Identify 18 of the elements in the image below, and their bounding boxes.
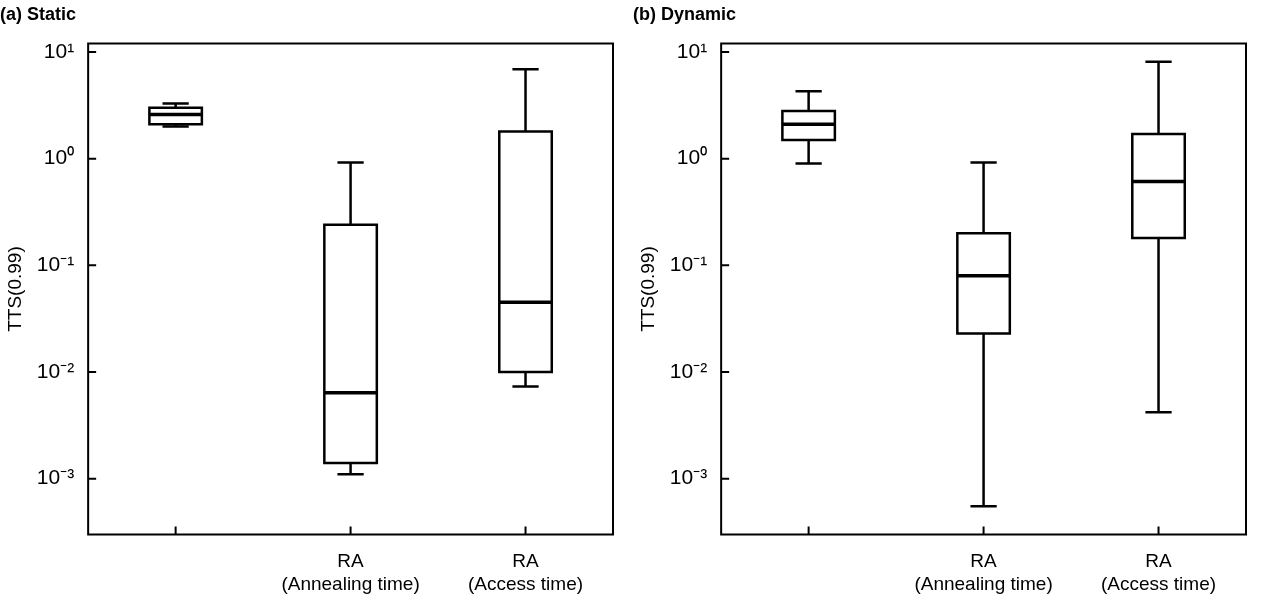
y-axis-title: TTS(0.99) bbox=[636, 246, 658, 332]
y-tick-label: 10⁻² bbox=[36, 358, 75, 382]
y-tick-label: 10⁻² bbox=[669, 358, 708, 382]
y-tick-label: 10¹ bbox=[43, 38, 75, 62]
y-tick-label: 10⁻¹ bbox=[669, 252, 708, 276]
y-tick-label: 10⁰ bbox=[676, 145, 708, 169]
y-axis-title: TTS(0.99) bbox=[3, 246, 25, 332]
chart-title: (b) Dynamic bbox=[633, 3, 737, 24]
y-tick-label: 10⁻³ bbox=[669, 465, 708, 489]
x-tick-label: RA (Annealing time) bbox=[914, 550, 1053, 594]
y-tick-label: 10¹ bbox=[676, 38, 708, 62]
y-tick-label: 10⁻³ bbox=[36, 465, 75, 489]
y-tick-label: 10⁰ bbox=[43, 145, 75, 169]
x-tick-label: RA (Annealing time) bbox=[281, 550, 420, 594]
x-tick-label: RA (Access time) bbox=[1100, 550, 1217, 594]
y-tick-label: 10⁻¹ bbox=[36, 252, 75, 276]
chart-title: (a) Static bbox=[0, 3, 77, 24]
x-tick-label: RA (Access time) bbox=[467, 550, 584, 594]
